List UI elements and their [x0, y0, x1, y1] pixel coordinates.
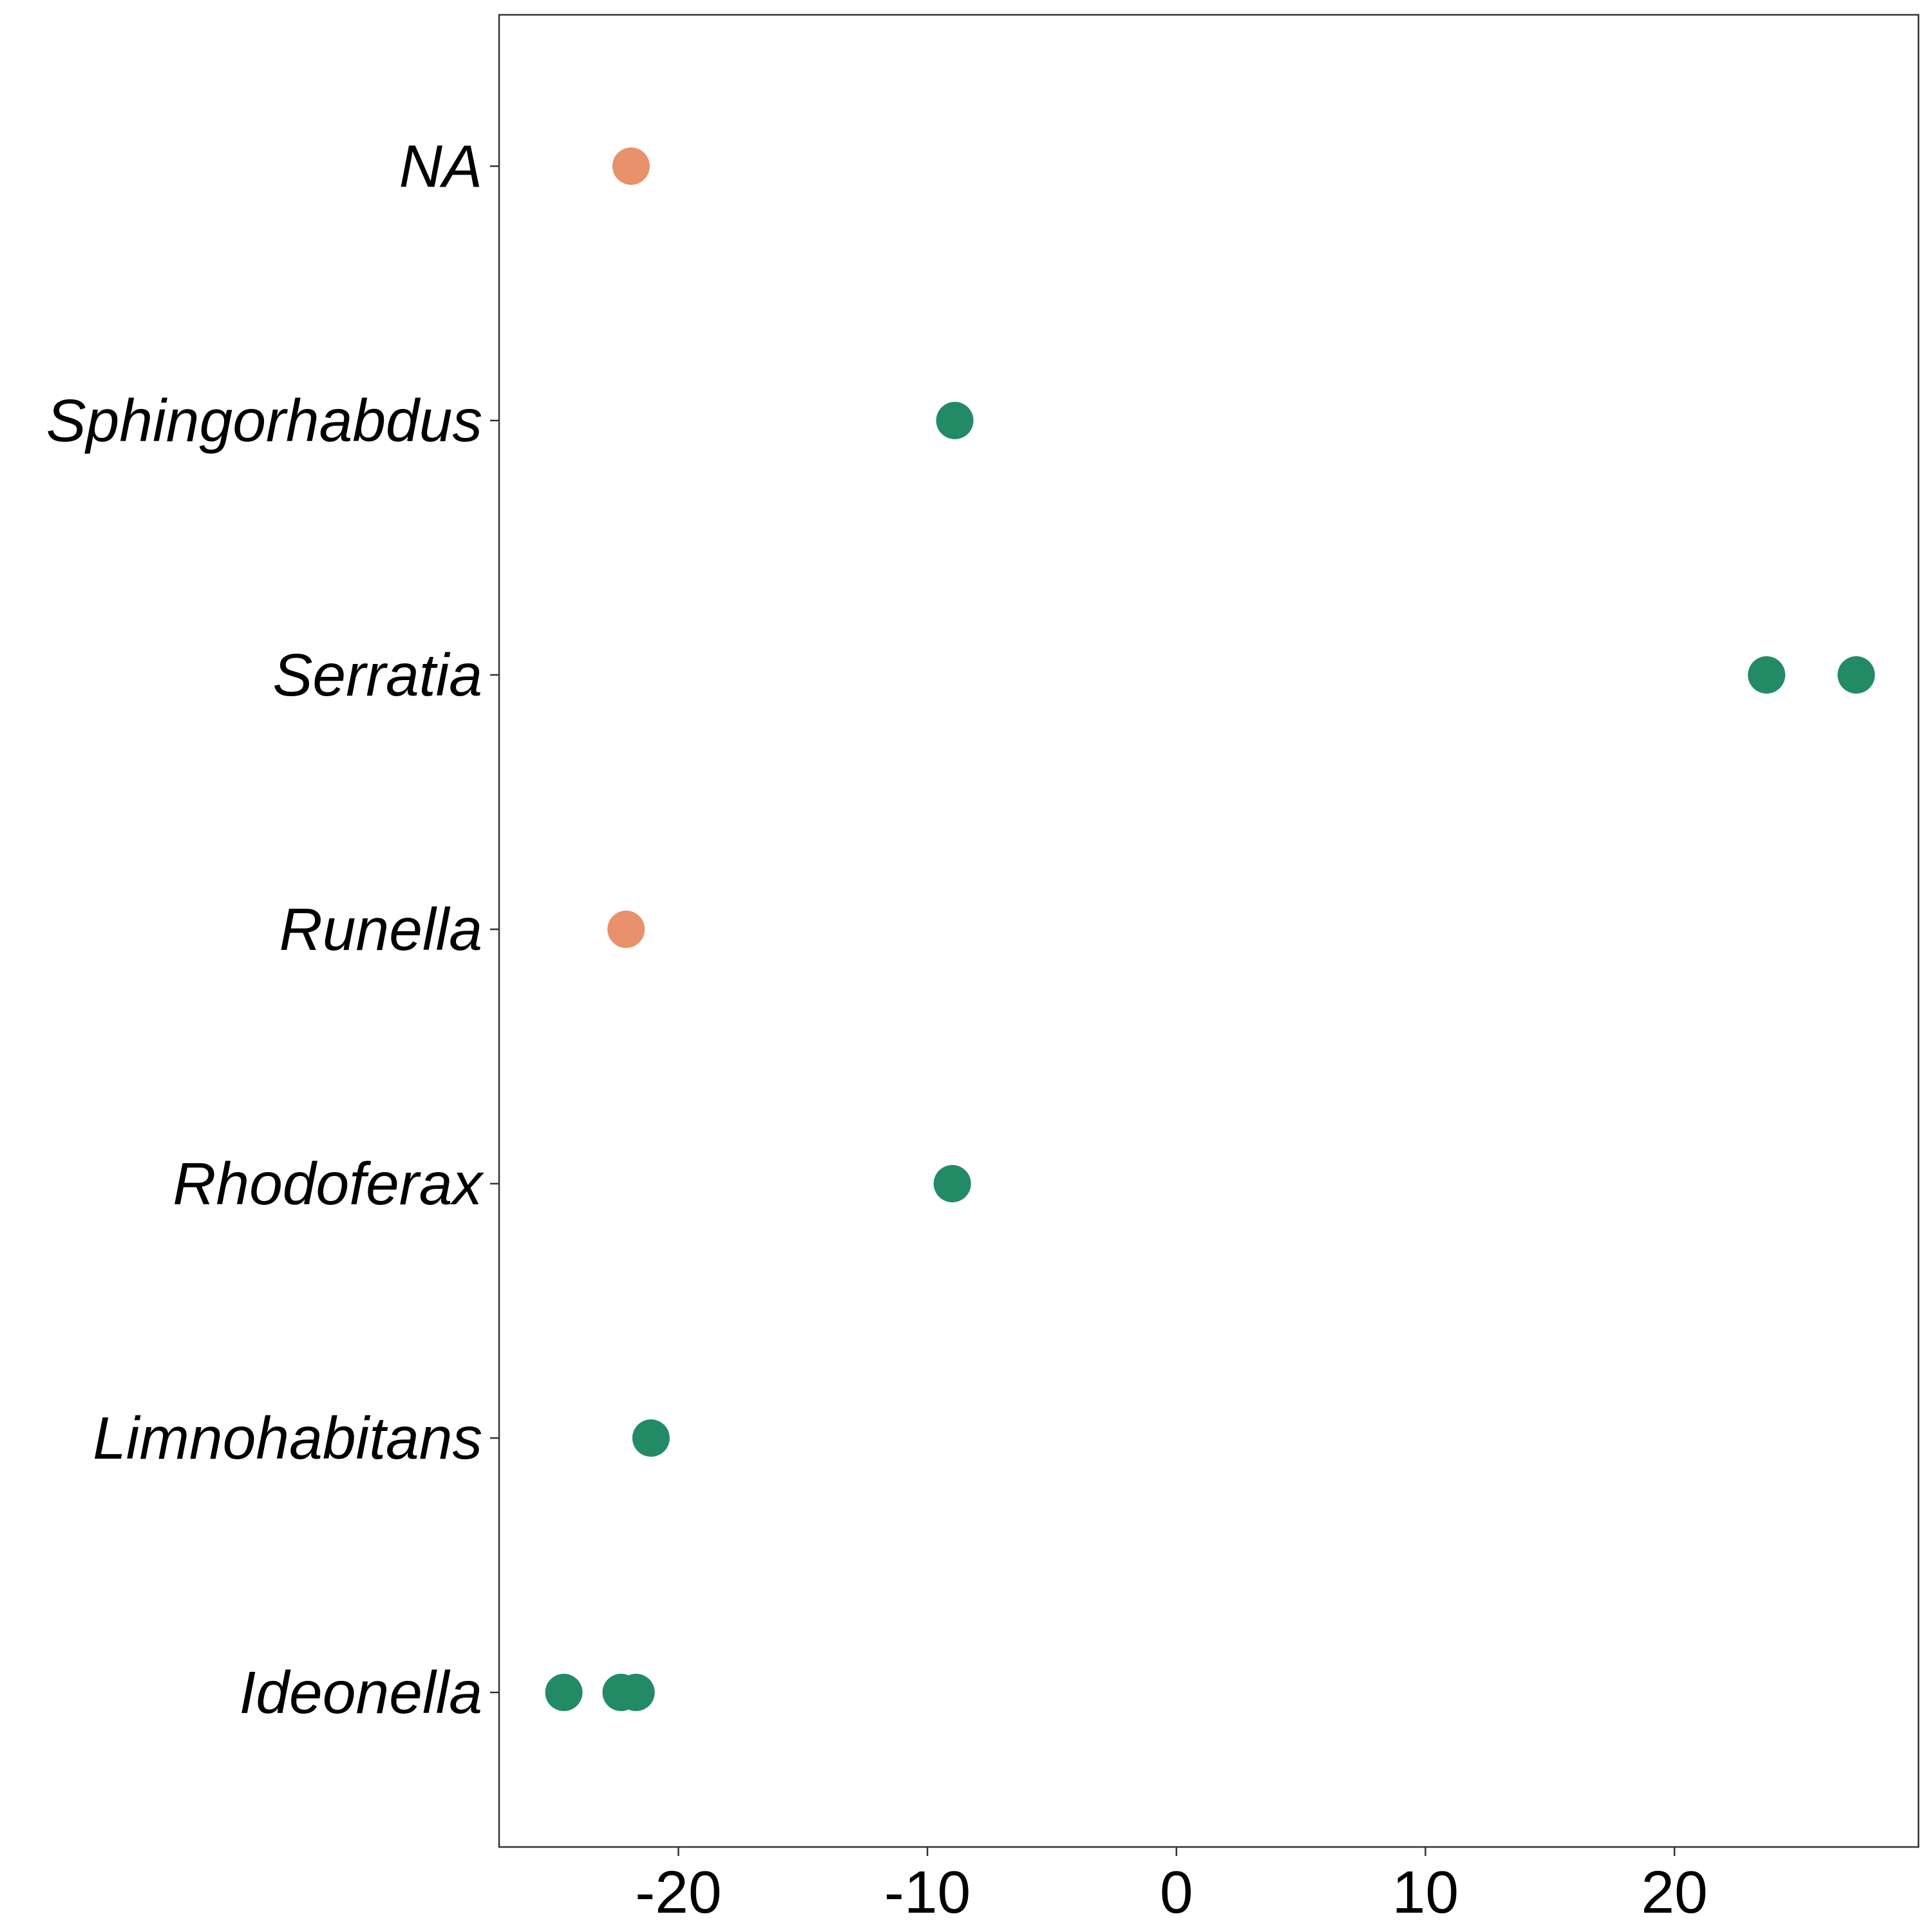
x-tick-label: 0 — [1160, 1859, 1193, 1926]
data-point — [607, 911, 645, 948]
data-point — [933, 1165, 971, 1202]
y-tick-label: Limnohabitans — [93, 1405, 482, 1472]
y-tick-label: Sphingorhabdus — [46, 387, 482, 454]
y-tick-label: Serratia — [272, 641, 482, 708]
data-point — [632, 1419, 670, 1457]
x-axis: -20 -10 0 10 20 — [635, 1847, 1708, 1926]
x-tick-label: 10 — [1392, 1859, 1459, 1926]
data-point — [617, 1674, 655, 1711]
y-tick-label: Runella — [279, 896, 482, 963]
x-tick-label: -10 — [884, 1859, 971, 1926]
data-point — [1837, 656, 1875, 694]
x-tick-label: -20 — [635, 1859, 721, 1926]
data-point — [1748, 656, 1786, 694]
y-tick-label: Rhodoferax — [173, 1150, 484, 1217]
y-tick-label: NA — [399, 133, 482, 200]
data-point — [545, 1674, 583, 1711]
data-point — [612, 147, 650, 185]
panel-border — [498, 14, 1920, 1848]
data-point — [936, 402, 974, 439]
x-tick-label: 20 — [1641, 1859, 1707, 1926]
y-axis: Ideonella Limnohabitans Rhodoferax Runella S… — [46, 133, 499, 1726]
data-points — [545, 147, 1875, 1711]
y-tick-label: Ideonella — [240, 1659, 483, 1726]
